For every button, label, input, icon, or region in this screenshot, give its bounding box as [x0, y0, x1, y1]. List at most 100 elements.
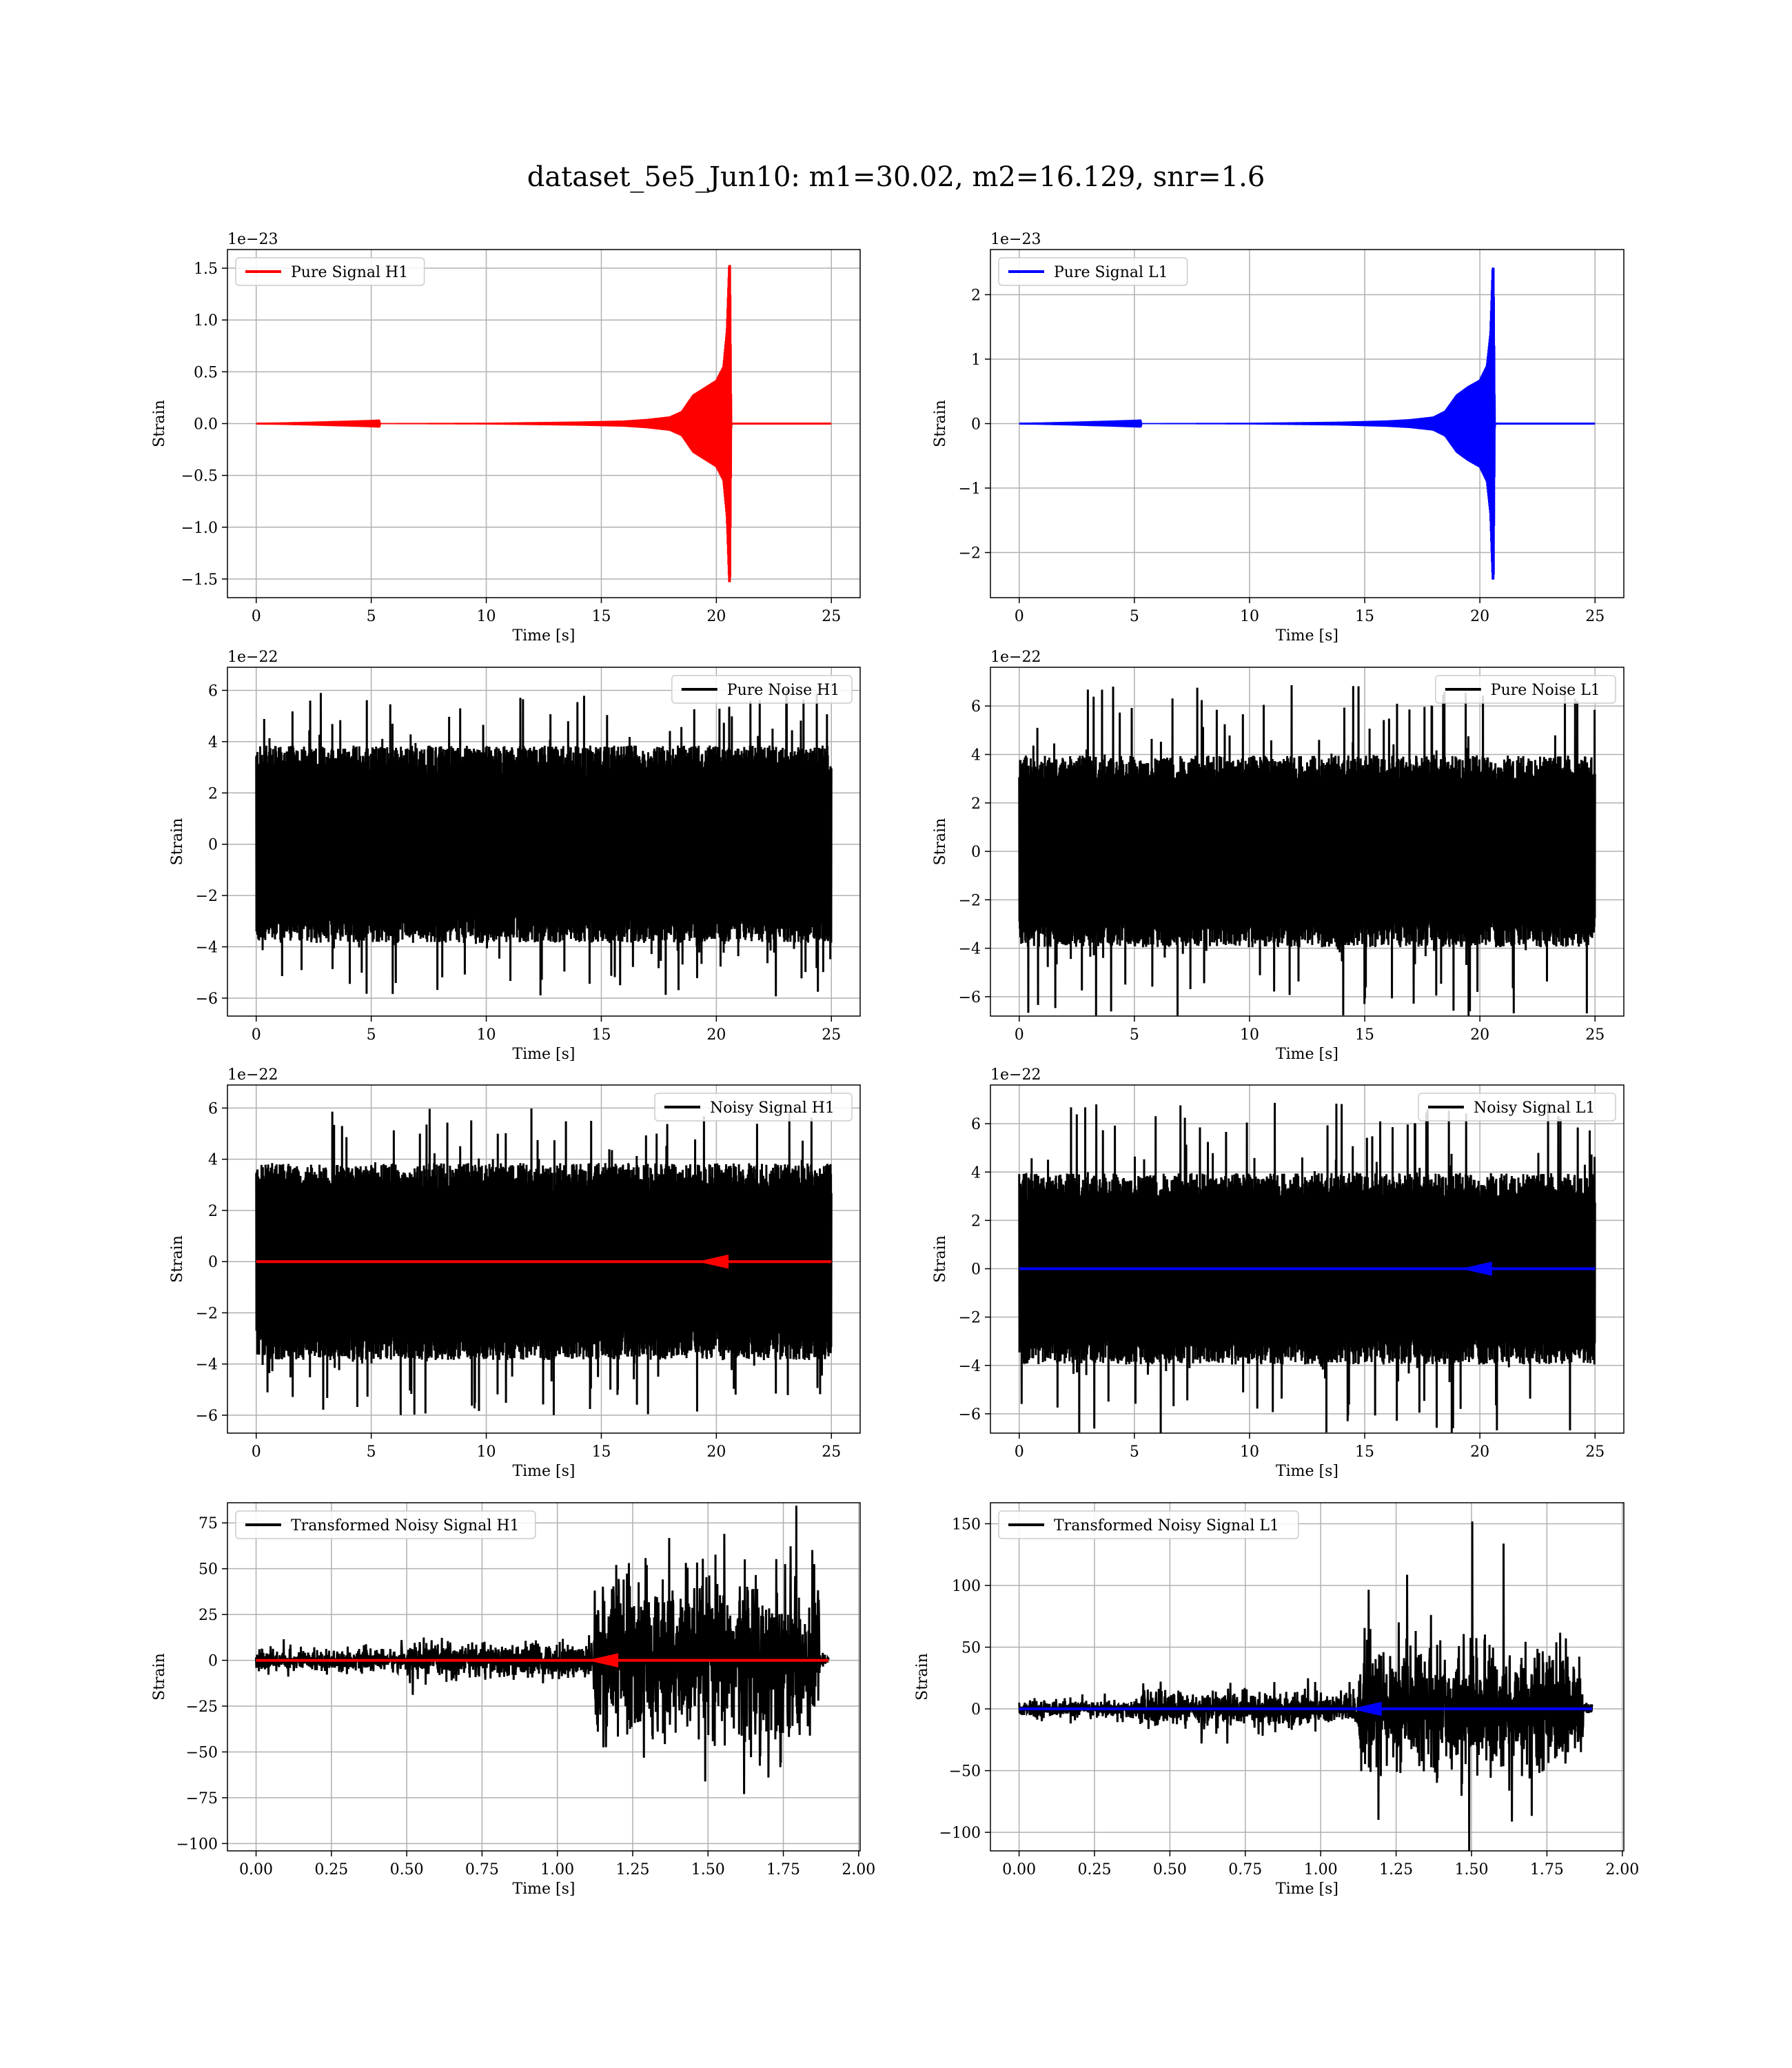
y-tick-label: 1	[971, 352, 981, 369]
x-tick-label: 15	[591, 608, 611, 625]
x-tick-label: 1.00	[1304, 1861, 1338, 1878]
x-tick-label: 10	[1240, 1026, 1259, 1044]
plot-area	[256, 265, 832, 582]
chart-panel-row4-right: 0.00 0.25 0.50 0.75 1.00 1.25 1.50 1.75 2.00 −100…	[914, 1502, 1639, 1898]
y-tick-label: 0	[208, 1254, 218, 1271]
x-tick-label: 15	[591, 1443, 611, 1461]
axis-offset-label: 1e−23	[990, 231, 1041, 248]
y-tick-label: −50	[949, 1763, 981, 1781]
y-tick-label: 25	[198, 1607, 218, 1624]
legend: Noisy Signal H1	[654, 1093, 853, 1122]
x-tick-label: 1.50	[1455, 1861, 1489, 1878]
axis-offset-label: 1e−22	[990, 1066, 1041, 1084]
y-tick-label: −6	[196, 1408, 218, 1425]
legend-label: Pure Signal L1	[1054, 264, 1168, 281]
y-tick-label: −2	[959, 1310, 981, 1327]
x-tick-label: 5	[1130, 608, 1139, 625]
y-tick-label: −1.0	[181, 520, 218, 537]
series-line-noise	[255, 690, 833, 997]
x-tick-label: 10	[477, 1443, 496, 1461]
x-tick-label: 0	[252, 1443, 261, 1461]
plot-area	[255, 1108, 833, 1415]
y-tick-label: −2	[959, 545, 981, 562]
y-axis-label: Strain	[914, 1653, 931, 1701]
chart-panel-row3-right: 0 5 10 15 20 25 −6 −4 −2 0 2 4 6 Time [s] Strain 1e−22 N…	[932, 1066, 1625, 1480]
x-tick-label: 0.75	[1228, 1861, 1262, 1878]
axes-frame	[990, 667, 1625, 1017]
y-tick-label: 0.0	[194, 416, 218, 434]
x-axis-label: Time [s]	[1276, 627, 1338, 645]
y-tick-label: 0.5	[194, 364, 218, 381]
y-tick-label: −50	[186, 1744, 218, 1761]
axes-frame	[227, 1084, 861, 1434]
x-tick-label: 0.75	[465, 1861, 499, 1878]
legend: Pure Noise H1	[671, 675, 853, 704]
x-tick-label: 10	[477, 608, 496, 625]
axes-frame	[227, 1502, 861, 1852]
legend-box	[1435, 675, 1616, 704]
y-tick-label: 4	[208, 734, 218, 751]
x-tick-label: 1.75	[766, 1861, 800, 1878]
chart-panel-row2-right: 0 5 10 15 20 25 −6 −4 −2 0 2 4 6 Time [s] Strain 1e−22 P…	[932, 649, 1625, 1063]
axes-frame	[990, 1084, 1625, 1434]
chart-panel-row1-left: 0 5 10 15 20 25 −1.5 −1.0 −0.5 0.0 0.5 1.0 1.5 Time […	[151, 231, 861, 645]
y-tick-label: −2	[196, 1305, 218, 1322]
y-tick-label: 2	[971, 287, 981, 304]
x-tick-label: 10	[1240, 608, 1259, 625]
y-tick-label: 0	[208, 837, 218, 854]
y-tick-label: 6	[208, 682, 218, 700]
x-tick-label: 25	[1585, 608, 1605, 625]
y-tick-label: −25	[186, 1699, 218, 1716]
y-tick-label: −100	[176, 1836, 218, 1853]
y-axis-label: Strain	[932, 400, 949, 447]
x-tick-label: 1.25	[615, 1861, 649, 1878]
x-tick-label: 0	[252, 1026, 261, 1044]
x-tick-label: 20	[706, 1026, 726, 1044]
legend-box	[998, 1510, 1299, 1539]
x-tick-label: 5	[367, 1443, 376, 1461]
plot-area	[1018, 1102, 1596, 1433]
x-tick-label: 25	[1585, 1026, 1605, 1044]
y-axis-label: Strain	[151, 400, 168, 447]
legend: Transformed Noisy Signal L1	[998, 1510, 1299, 1539]
plot-area	[255, 690, 833, 997]
plot-area	[1019, 267, 1596, 580]
plot-area	[1018, 685, 1596, 1016]
series-line-noise	[1018, 685, 1596, 1016]
x-tick-label: 2.00	[1605, 1861, 1639, 1878]
y-tick-label: 0	[971, 416, 981, 434]
y-tick-label: 0	[971, 1261, 981, 1279]
x-tick-label: 5	[1130, 1443, 1139, 1461]
x-tick-label: 20	[1470, 1026, 1489, 1044]
y-tick-label: −1.5	[181, 571, 218, 589]
legend-box	[235, 257, 425, 286]
x-tick-label: 0	[1015, 1443, 1024, 1461]
x-tick-label: 25	[822, 608, 841, 625]
x-axis-label: Time [s]	[1276, 1046, 1338, 1063]
x-tick-label: 2.00	[842, 1861, 875, 1878]
x-tick-label: 0.50	[390, 1861, 424, 1878]
chart-panel-row1-right: 0 5 10 15 20 25 −2 −1 0 1 2 Time [s] Strain 1e−23 Pure…	[932, 231, 1625, 645]
y-tick-label: −1	[959, 480, 981, 498]
y-tick-label: 4	[208, 1152, 218, 1169]
x-axis-label: Time [s]	[512, 1463, 575, 1480]
x-tick-label: 1.00	[540, 1861, 574, 1878]
legend-label: Transformed Noisy Signal L1	[1054, 1517, 1279, 1534]
y-tick-label: 4	[971, 747, 981, 764]
y-tick-label: −6	[959, 1406, 981, 1423]
x-tick-label: 15	[1355, 608, 1374, 625]
x-tick-label: 15	[1355, 1443, 1374, 1461]
chirp-marker	[589, 1653, 619, 1667]
y-tick-label: −4	[959, 941, 981, 958]
legend-box	[671, 675, 853, 704]
x-tick-label: 10	[477, 1026, 496, 1044]
y-tick-label: −100	[939, 1825, 981, 1842]
y-tick-label: 100	[952, 1578, 981, 1595]
legend: Pure Signal L1	[998, 257, 1188, 286]
legend-box	[1418, 1093, 1616, 1122]
figure-title: dataset_5e5_Jun10: m1=30.02, m2=16.129, …	[527, 161, 1265, 193]
x-tick-label: 0.00	[1002, 1861, 1036, 1878]
x-tick-label: 20	[706, 1443, 726, 1461]
chirp-marker	[700, 1254, 729, 1269]
x-tick-label: 20	[706, 608, 726, 625]
